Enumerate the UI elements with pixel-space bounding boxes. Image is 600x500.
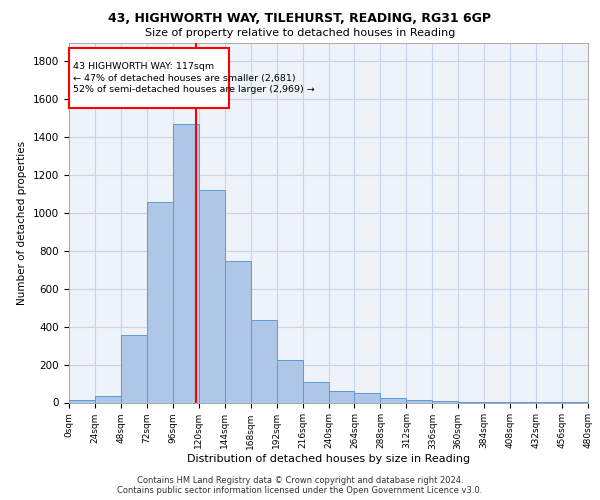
Text: Size of property relative to detached houses in Reading: Size of property relative to detached ho…: [145, 28, 455, 38]
Bar: [173, 124, 199, 402]
Text: Contains public sector information licensed under the Open Government Licence v3: Contains public sector information licen…: [118, 486, 482, 495]
Bar: [225, 262, 251, 402]
Bar: [147, 202, 173, 402]
Bar: [355, 393, 380, 402]
Bar: [95, 396, 121, 402]
Text: 43 HIGHWORTH WAY: 117sqm
← 47% of detached houses are smaller (2,681)
52% of sem: 43 HIGHWORTH WAY: 117sqm ← 47% of detach…: [73, 62, 315, 94]
Bar: [380, 398, 406, 402]
Bar: [432, 401, 458, 402]
Bar: [69, 48, 229, 108]
Text: 43, HIGHWORTH WAY, TILEHURST, READING, RG31 6GP: 43, HIGHWORTH WAY, TILEHURST, READING, R…: [109, 12, 491, 26]
X-axis label: Distribution of detached houses by size in Reading: Distribution of detached houses by size …: [187, 454, 470, 464]
Bar: [69, 400, 95, 402]
Bar: [199, 190, 224, 402]
Bar: [406, 400, 432, 402]
Bar: [329, 391, 355, 402]
Text: Contains HM Land Registry data © Crown copyright and database right 2024.: Contains HM Land Registry data © Crown c…: [137, 476, 463, 485]
Bar: [121, 335, 147, 402]
Bar: [277, 360, 302, 403]
Bar: [302, 382, 329, 402]
Y-axis label: Number of detached properties: Number of detached properties: [17, 140, 28, 304]
Bar: [251, 320, 277, 402]
